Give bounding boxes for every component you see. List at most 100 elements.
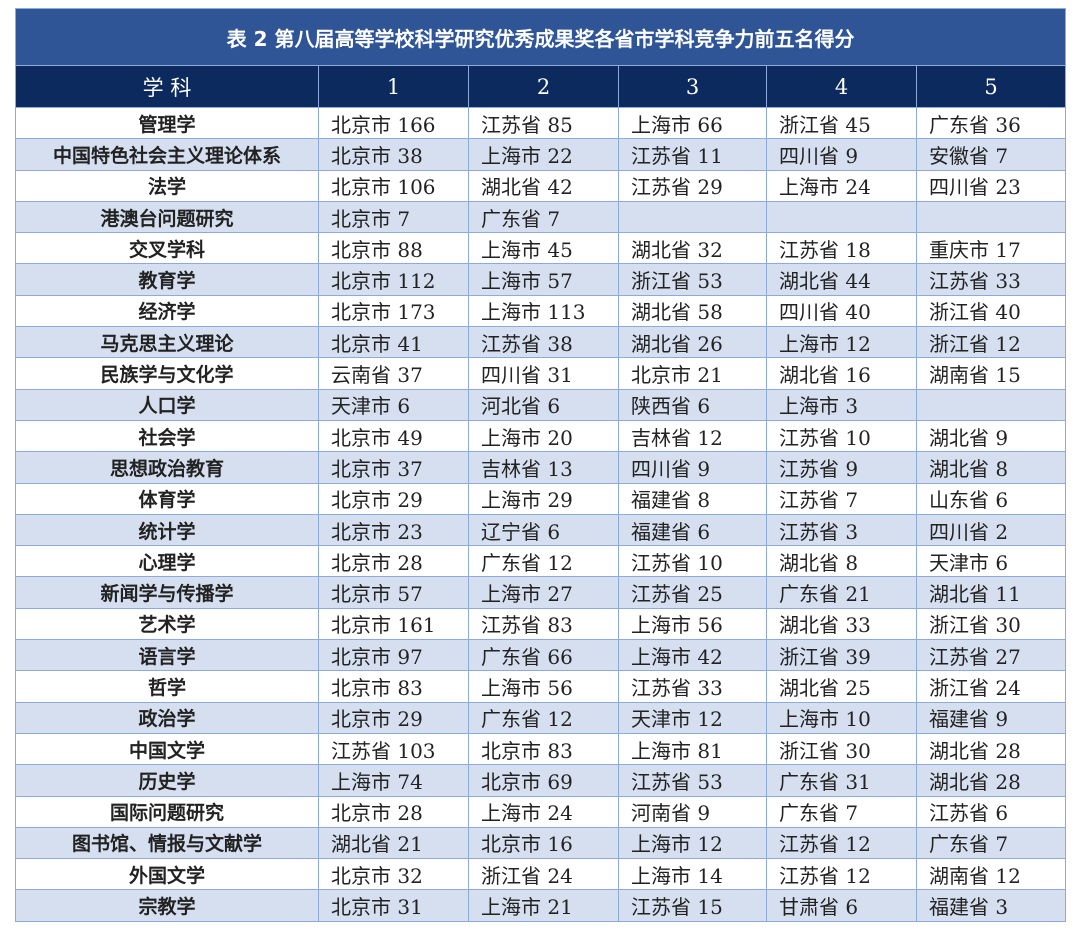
table-row: 社会学 北京市 49 上海市 20 吉林省 12 江苏省 10 湖北省 9 [15,419,1067,453]
rank-4-cell: 江苏省 18 [766,232,917,265]
rank-4-cell: 湖北省 33 [766,607,917,641]
rank-2-cell: 上海市 27 [468,576,619,609]
rank-3-cell: 福建省 8 [618,482,767,515]
rank-3-cell: 上海市 42 [618,639,767,672]
rank-2-cell: 吉林省 13 [468,451,619,484]
rank-1-cell: 北京市 97 [318,639,469,672]
subject-cell: 语言学 [15,639,319,672]
subject-cell: 民族学与文化学 [15,357,319,390]
rank-2-cell: 北京市 69 [468,764,619,797]
rank-4-cell: 湖北省 8 [766,545,917,578]
subject-cell: 社会学 [15,419,319,453]
rank-4-cell: 浙江省 30 [766,732,917,766]
rank-3-cell: 陕西省 6 [618,388,767,421]
rank-5-cell: 浙江省 24 [915,670,1067,703]
table-row: 民族学与文化学 云南省 37 四川省 31 北京市 21 湖北省 16 湖南省 15 [15,357,1067,390]
table-row: 港澳台问题研究 北京市 7 广东省 7 [15,200,1067,234]
rank-3-cell: 湖北省 58 [618,294,767,328]
rank-1-cell: 北京市 32 [318,858,469,891]
subject-cell: 历史学 [15,764,319,797]
rank-1-cell: 云南省 37 [318,357,469,390]
rank-2-cell: 四川省 31 [468,357,619,390]
table-row: 中国文学 江苏省 103 北京市 83 上海市 81 浙江省 30 湖北省 28 [15,732,1067,766]
rank-4-cell: 江苏省 10 [766,419,917,453]
subject-cell: 马克思主义理论 [15,326,319,359]
table-row: 经济学 北京市 173 上海市 113 湖北省 58 四川省 40 浙江省 40 [15,294,1067,328]
rank-5-cell: 湖北省 28 [915,732,1067,766]
rank-5-cell: 浙江省 40 [915,294,1067,328]
rank-5-cell: 广东省 36 [915,106,1067,140]
rank-2-cell: 湖北省 42 [468,169,619,202]
rank-4-cell: 广东省 21 [766,576,917,609]
rank-3-cell: 吉林省 12 [618,419,767,453]
rank-1-cell: 北京市 28 [318,795,469,828]
rank-5-cell: 重庆市 17 [915,232,1067,265]
rank-1-cell: 北京市 37 [318,451,469,484]
subject-cell: 交叉学科 [15,232,319,265]
table-row: 教育学 北京市 112 上海市 57 浙江省 53 湖北省 44 江苏省 33 [15,263,1067,296]
rank-1-cell: 天津市 6 [318,388,469,421]
rank-4-cell: 湖北省 44 [766,263,917,296]
rank-3-cell: 上海市 12 [618,826,767,860]
rank-4-cell: 上海市 24 [766,169,917,202]
table-row: 心理学 北京市 28 广东省 12 江苏省 10 湖北省 8 天津市 6 [15,545,1067,578]
rank-4-cell: 广东省 31 [766,764,917,797]
rank-5-cell: 天津市 6 [915,545,1067,578]
rank-5-cell: 福建省 9 [915,701,1067,734]
table-row: 政治学 北京市 29 广东省 12 天津市 12 上海市 10 福建省 9 [15,701,1067,734]
table-row: 国际问题研究 北京市 28 上海市 24 河南省 9 广东省 7 江苏省 6 [15,795,1067,828]
subject-cell: 法学 [15,169,319,202]
table-row: 统计学 北京市 23 辽宁省 6 福建省 6 江苏省 3 四川省 2 [15,513,1067,547]
rank-5-cell: 湖南省 15 [915,357,1067,390]
table-row: 思想政治教育 北京市 37 吉林省 13 四川省 9 江苏省 9 湖北省 8 [15,451,1067,484]
rank-1-cell: 北京市 166 [318,106,469,140]
subject-cell: 政治学 [15,701,319,734]
rank-4-cell: 甘肃省 6 [766,889,917,922]
rank-1-cell: 北京市 161 [318,607,469,641]
subject-cell: 教育学 [15,263,319,296]
header-rank-2: 2 [468,65,619,108]
rank-2-cell: 广东省 12 [468,701,619,734]
table-row: 语言学 北京市 97 广东省 66 上海市 42 浙江省 39 江苏省 27 [15,639,1067,672]
subject-cell: 人口学 [15,388,319,421]
rank-5-cell: 湖北省 9 [915,419,1067,453]
table-row: 人口学 天津市 6 河北省 6 陕西省 6 上海市 3 [15,388,1067,421]
rank-1-cell: 北京市 29 [318,482,469,515]
table-row: 中国特色社会主义理论体系 北京市 38 上海市 22 江苏省 11 四川省 9 安徽省 7 [15,138,1067,171]
rank-2-cell: 上海市 113 [468,294,619,328]
rank-2-cell: 江苏省 85 [468,106,619,140]
rank-4-cell: 上海市 10 [766,701,917,734]
rank-1-cell: 江苏省 103 [318,732,469,766]
table-row: 马克思主义理论 北京市 41 江苏省 38 湖北省 26 上海市 12 浙江省 12 [15,326,1067,359]
rank-1-cell: 北京市 41 [318,326,469,359]
subject-cell: 体育学 [15,482,319,515]
table-row: 新闻学与传播学 北京市 57 上海市 27 江苏省 25 广东省 21 湖北省 11 [15,576,1067,609]
rank-2-cell: 上海市 56 [468,670,619,703]
rank-3-cell: 天津市 12 [618,701,767,734]
rank-3-cell: 江苏省 25 [618,576,767,609]
header-rank-1: 1 [318,65,469,108]
rank-4-cell: 四川省 9 [766,138,917,171]
rank-4-cell: 四川省 40 [766,294,917,328]
rank-2-cell: 江苏省 83 [468,607,619,641]
rank-5-cell: 湖北省 11 [915,576,1067,609]
rank-4-cell: 浙江省 45 [766,106,917,140]
rank-4-cell: 江苏省 12 [766,858,917,891]
header-rank-5: 5 [915,65,1067,108]
rank-2-cell: 上海市 20 [468,419,619,453]
subject-cell: 宗教学 [15,889,319,922]
rank-5-cell: 浙江省 30 [915,607,1067,641]
rank-5-cell: 江苏省 27 [915,639,1067,672]
rank-5-cell: 江苏省 6 [915,795,1067,828]
rank-1-cell: 北京市 29 [318,701,469,734]
rank-2-cell: 江苏省 38 [468,326,619,359]
rank-4-cell: 江苏省 7 [766,482,917,515]
rank-1-cell: 北京市 106 [318,169,469,202]
rank-3-cell: 江苏省 15 [618,889,767,922]
subject-cell: 统计学 [15,513,319,547]
rank-3-cell: 上海市 56 [618,607,767,641]
rank-1-cell: 湖北省 21 [318,826,469,860]
rank-2-cell: 北京市 83 [468,732,619,766]
rank-3-cell: 江苏省 10 [618,545,767,578]
rank-1-cell: 北京市 28 [318,545,469,578]
